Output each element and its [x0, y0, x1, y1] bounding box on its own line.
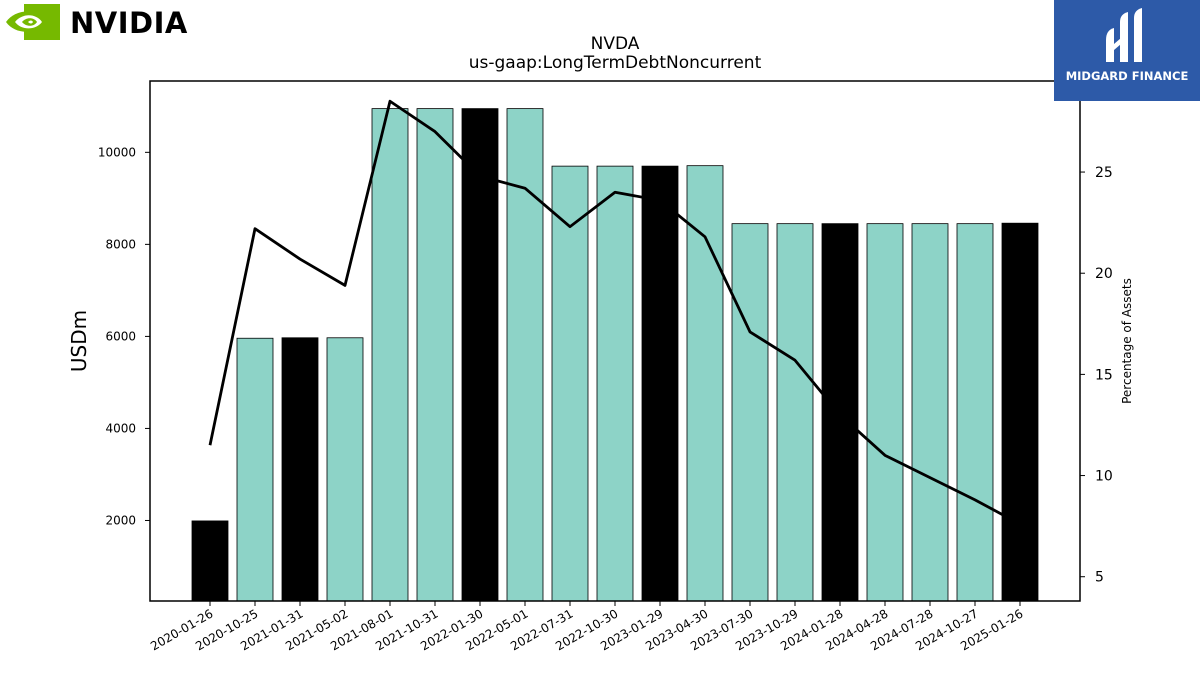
- midgard-finance-logo: MIDGARD FINANCE: [1054, 0, 1200, 101]
- bar-2022-05-01: [506, 108, 544, 602]
- bar-2023-10-29: [776, 223, 814, 602]
- chart-title: NVDA: [591, 34, 640, 54]
- y2-axis-label: Percentage of Assets: [1120, 278, 1134, 404]
- bar-2022-10-30: [596, 165, 634, 602]
- bar-2024-07-28: [911, 223, 949, 602]
- bar-2022-01-30: [461, 108, 499, 602]
- bar-2021-10-31: [416, 108, 454, 602]
- y-tick-label: 6000: [105, 329, 136, 343]
- bar-2020-01-26: [191, 520, 229, 602]
- bar-2021-01-31: [281, 337, 319, 602]
- x-axis-ticks: 2020-01-262020-10-252021-01-312021-05-02…: [148, 601, 1026, 653]
- y2-tick-label: 20: [1095, 266, 1113, 282]
- y-tick-label: 4000: [105, 421, 136, 435]
- y2-tick-label: 10: [1095, 469, 1113, 485]
- bar-2023-01-29: [641, 165, 679, 602]
- percentage-of-assets-line: [208, 99, 1021, 526]
- bar-2023-07-30: [731, 223, 769, 602]
- bar-2023-04-30: [686, 165, 724, 602]
- midgard-finance-wordmark: MIDGARD FINANCE: [1065, 69, 1189, 83]
- y2-tick-label: 25: [1095, 165, 1113, 181]
- y-tick-label: 2000: [105, 513, 136, 527]
- midgard-emblem-icon: [1106, 8, 1142, 62]
- y2-tick-label: 5: [1095, 570, 1104, 586]
- nvidia-logo: NVIDIA: [4, 4, 204, 40]
- chart-subtitle: us-gaap:LongTermDebtNoncurrent: [469, 53, 762, 73]
- y-tick-label: 8000: [105, 237, 136, 251]
- y-axis-label: USDm: [67, 310, 91, 372]
- bars-layer: [191, 108, 1039, 602]
- bar-2024-10-27: [956, 223, 994, 602]
- y2-tick-label: 15: [1095, 367, 1113, 383]
- right-axis-ticks: 5 10 15 20 25: [1080, 165, 1113, 586]
- bar-2022-07-31: [551, 165, 589, 602]
- line-layer: [208, 99, 1021, 526]
- nvidia-wordmark: NVIDIA: [70, 6, 188, 40]
- bar-2024-04-28: [866, 223, 904, 602]
- bar-2021-08-01: [371, 108, 409, 602]
- bar-2021-05-02: [326, 337, 364, 602]
- bar-2024-01-28: [821, 223, 859, 602]
- bar-2025-01-26: [1001, 222, 1039, 602]
- nvidia-eye-icon: [6, 4, 60, 40]
- y-tick-label: 10000: [98, 145, 136, 159]
- left-axis-ticks: 2000 4000 6000 8000 10000: [98, 145, 150, 527]
- bar-2020-10-25: [236, 337, 274, 602]
